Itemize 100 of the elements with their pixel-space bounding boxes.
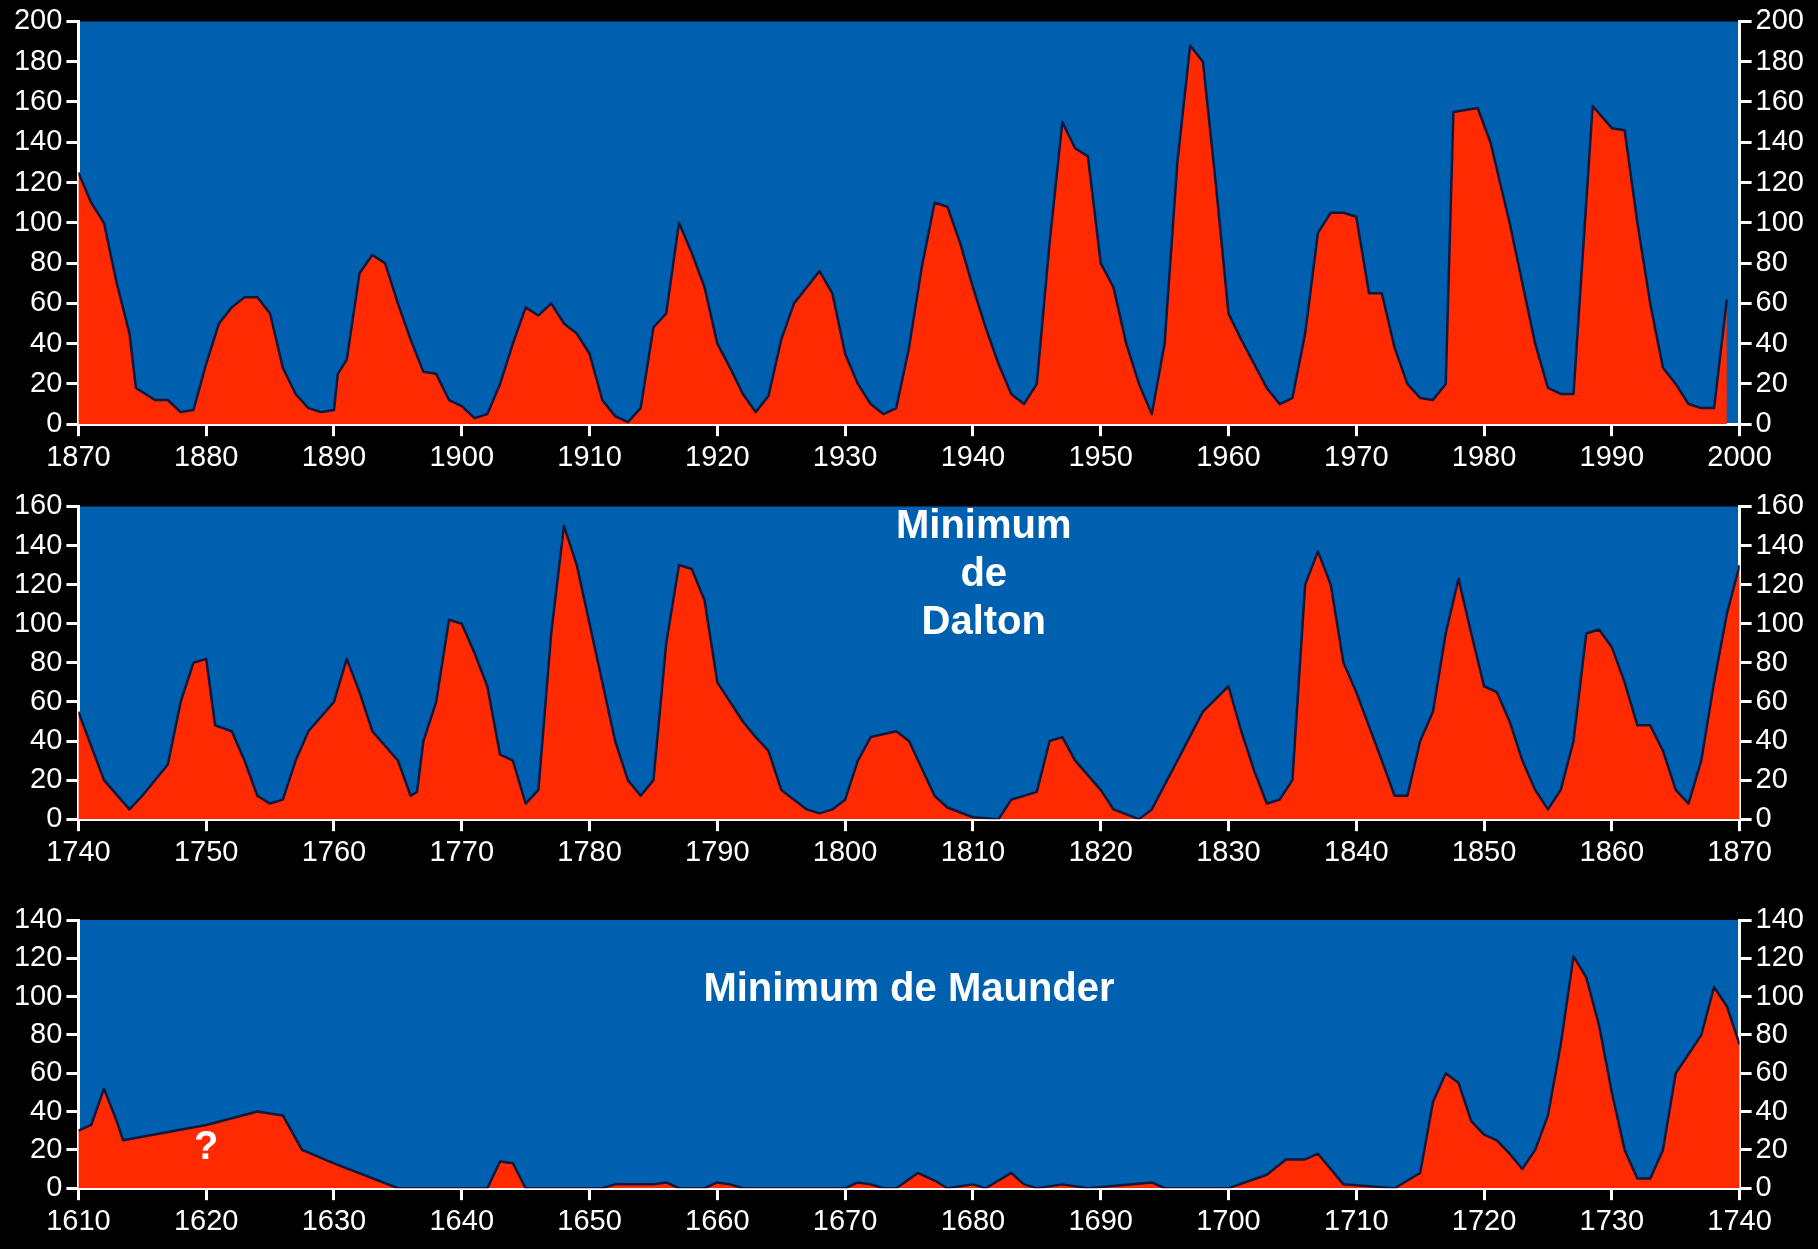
annotation: Minimum de Maunder [703, 964, 1115, 1009]
y2-tick-label: 140 [1755, 527, 1805, 560]
x-tick-label: 1960 [1196, 439, 1261, 472]
y2-tick-label: 20 [1755, 1131, 1788, 1164]
x-tick-label: 1720 [1451, 1203, 1517, 1236]
x-tick-label: 1610 [46, 1203, 111, 1236]
x-tick-label: 1640 [429, 1203, 494, 1236]
y-tick-label: 60 [30, 683, 63, 716]
y-tick-label: 140 [13, 527, 63, 560]
x-tick-label: 1840 [1324, 834, 1389, 867]
y-tick-label: 200 [13, 3, 63, 36]
y-tick-label: 120 [13, 164, 63, 197]
y2-tick-label: 40 [1755, 1093, 1788, 1126]
y-tick-label: 140 [13, 902, 63, 934]
y-tick-label: 40 [30, 723, 63, 755]
y2-tick-label: 20 [1755, 762, 1788, 795]
annotation: Minimum de Dalton [895, 502, 1072, 643]
y2-tick-label: 140 [1755, 124, 1805, 157]
y2-tick-label: 100 [1755, 204, 1805, 237]
y2-tick-label: 100 [1755, 605, 1805, 638]
x-tick-label: 1710 [1324, 1203, 1389, 1236]
x-tick-label: 1880 [173, 439, 239, 472]
x-tick-label: 2000 [1707, 439, 1772, 472]
x-tick-label: 1870 [1707, 834, 1772, 867]
y-tick-label: 20 [30, 365, 63, 398]
y-tick-label: 20 [30, 1131, 63, 1164]
x-tick-label: 1800 [812, 834, 878, 867]
x-tick-label: 1690 [1068, 1203, 1133, 1236]
x-tick-label: 1870 [46, 439, 111, 472]
x-tick-label: 1810 [940, 834, 1006, 867]
y2-tick-label: 60 [1755, 1055, 1788, 1088]
y2-tick-label: 140 [1755, 902, 1805, 934]
y-tick-label: 100 [13, 978, 63, 1011]
x-tick-label: 1850 [1451, 834, 1517, 867]
y2-tick-label: 100 [1755, 978, 1805, 1011]
x-tick-label: 1970 [1324, 439, 1389, 472]
y2-tick-label: 0 [1755, 406, 1772, 439]
y2-tick-label: 0 [1755, 1170, 1772, 1203]
y-tick-label: 80 [30, 245, 63, 278]
x-tick-label: 1760 [301, 834, 367, 867]
y-tick-label: 80 [30, 644, 63, 677]
y-tick-label: 60 [30, 1055, 63, 1088]
x-tick-label: 1910 [557, 439, 622, 472]
y-tick-label: 60 [30, 285, 63, 318]
y-tick-label: 140 [13, 124, 63, 157]
y2-tick-label: 120 [1755, 940, 1805, 973]
x-tick-label: 1680 [940, 1203, 1006, 1236]
y-tick-label: 160 [13, 83, 63, 116]
y2-tick-label: 80 [1755, 644, 1788, 677]
y2-tick-label: 20 [1755, 365, 1788, 398]
y2-tick-label: 0 [1755, 801, 1772, 834]
x-tick-label: 1740 [46, 834, 111, 867]
y2-tick-label: 80 [1755, 245, 1788, 278]
y-tick-label: 0 [46, 801, 63, 834]
x-tick-label: 1780 [557, 834, 622, 867]
y-tick-label: 120 [13, 940, 63, 973]
y2-tick-label: 160 [1755, 83, 1805, 116]
y-tick-label: 40 [30, 1093, 63, 1126]
y-tick-label: 120 [13, 566, 63, 599]
y2-tick-label: 40 [1755, 325, 1788, 358]
x-tick-label: 1930 [812, 439, 878, 472]
y2-tick-label: 160 [1755, 488, 1805, 521]
x-tick-label: 1980 [1451, 439, 1517, 472]
y2-tick-label: 120 [1755, 164, 1805, 197]
x-tick-label: 1790 [685, 834, 750, 867]
y-tick-label: 100 [13, 605, 63, 638]
x-tick-label: 1990 [1579, 439, 1645, 472]
x-tick-label: 1730 [1579, 1203, 1645, 1236]
x-tick-label: 1750 [173, 834, 239, 867]
y-tick-label: 0 [46, 1170, 63, 1203]
y-tick-label: 0 [46, 406, 63, 439]
x-tick-label: 1670 [812, 1203, 878, 1236]
y-tick-label: 160 [13, 488, 63, 521]
y2-tick-label: 120 [1755, 566, 1805, 599]
y2-tick-label: 180 [1755, 43, 1805, 76]
x-tick-label: 1940 [940, 439, 1006, 472]
y2-tick-label: 80 [1755, 1016, 1788, 1049]
y2-tick-label: 40 [1755, 723, 1788, 755]
x-tick-label: 1900 [429, 439, 494, 472]
x-tick-label: 1920 [685, 439, 750, 472]
y-tick-label: 80 [30, 1016, 63, 1049]
y-tick-label: 180 [13, 43, 63, 76]
x-tick-label: 1740 [1707, 1203, 1772, 1236]
x-tick-label: 1770 [429, 834, 494, 867]
x-tick-label: 1950 [1068, 439, 1133, 472]
x-tick-label: 1890 [301, 439, 367, 472]
y-tick-label: 40 [30, 325, 63, 358]
x-tick-label: 1660 [685, 1203, 750, 1236]
x-tick-label: 1820 [1068, 834, 1133, 867]
y-tick-label: 100 [13, 204, 63, 237]
y2-tick-label: 200 [1755, 3, 1805, 36]
x-tick-label: 1630 [301, 1203, 367, 1236]
x-tick-label: 1620 [173, 1203, 239, 1236]
x-tick-label: 1860 [1579, 834, 1645, 867]
y2-tick-label: 60 [1755, 683, 1788, 716]
x-tick-label: 1650 [557, 1203, 622, 1236]
x-tick-label: 1700 [1196, 1203, 1261, 1236]
y2-tick-label: 60 [1755, 285, 1788, 318]
y-tick-label: 20 [30, 762, 63, 795]
annotation: ? [194, 1123, 219, 1167]
